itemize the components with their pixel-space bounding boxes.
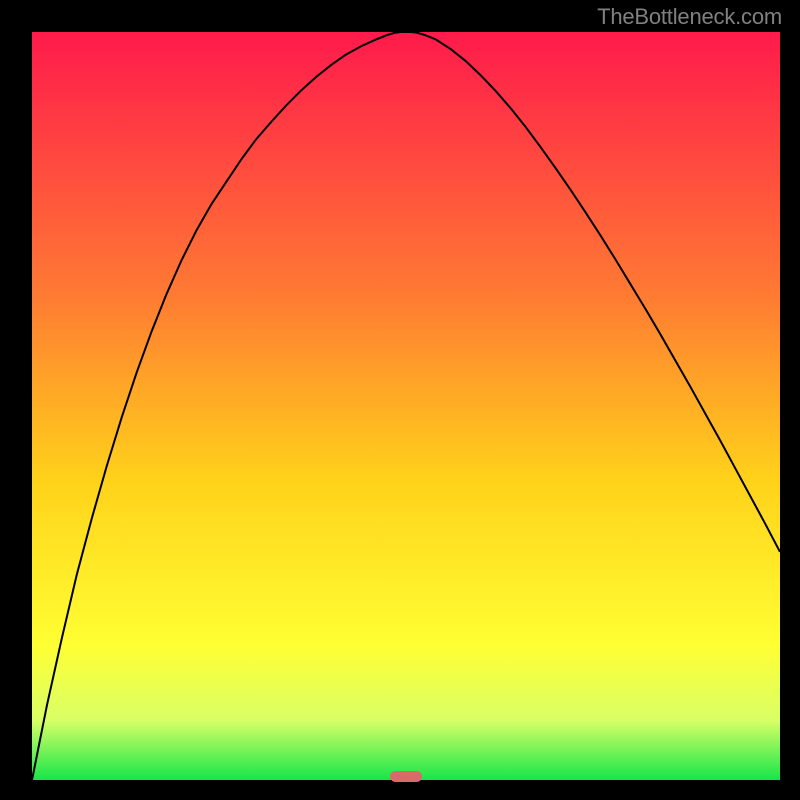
optimal-marker xyxy=(390,771,421,781)
watermark-text: TheBottleneck.com xyxy=(597,4,782,30)
curve-path xyxy=(32,32,780,780)
chart-plot-area xyxy=(32,32,780,780)
bottleneck-curve xyxy=(32,32,780,780)
